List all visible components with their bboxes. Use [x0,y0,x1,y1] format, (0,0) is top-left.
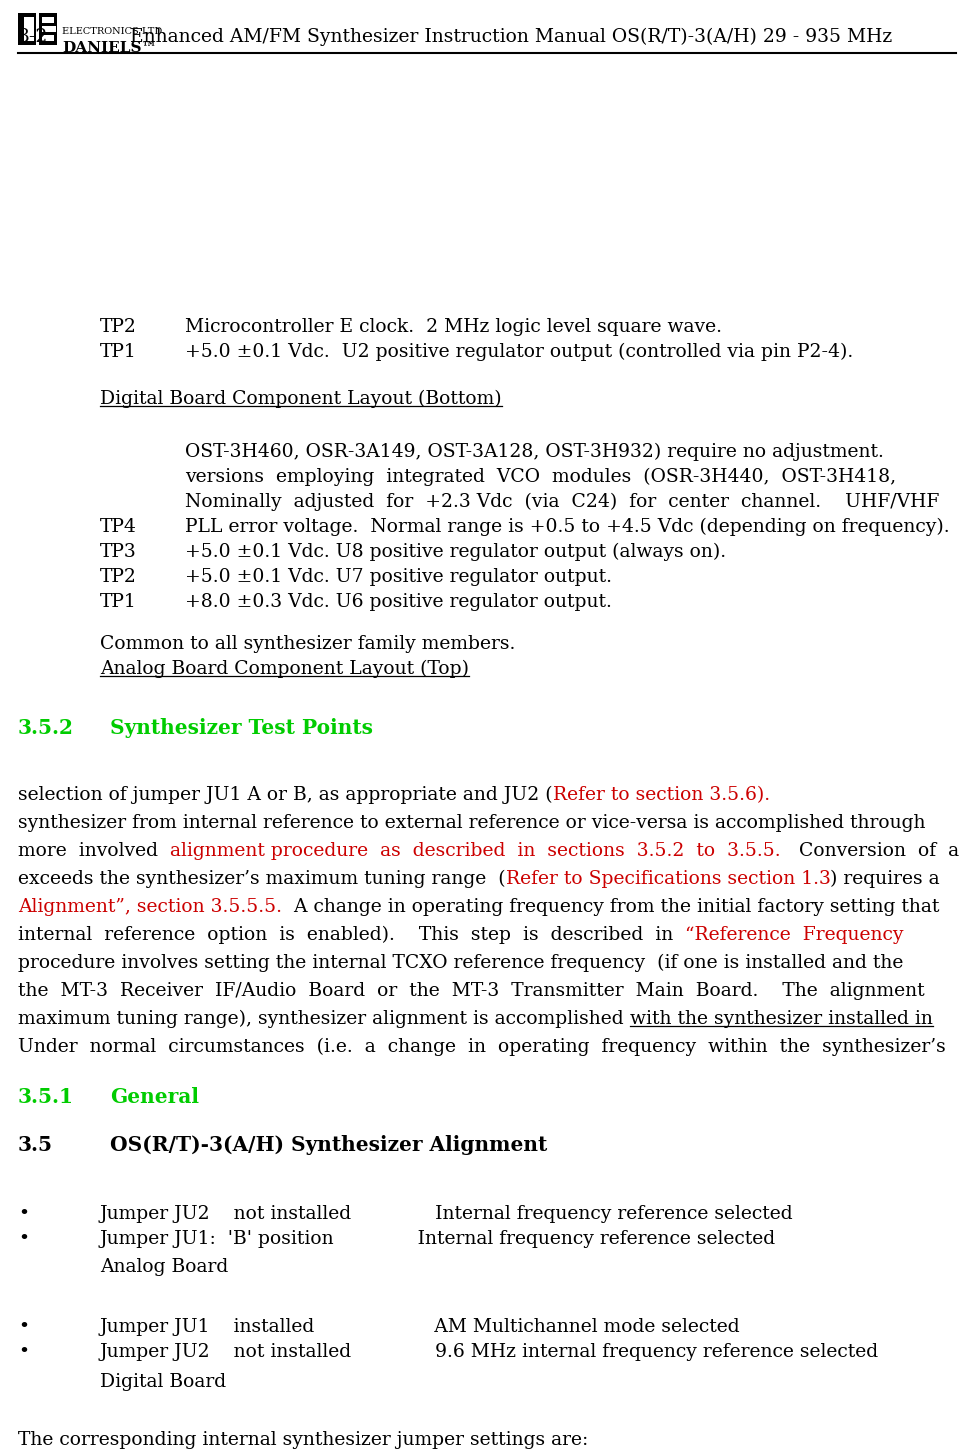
Bar [42,35,54,41]
Text: OS(R/T)-3(A/H) Synthesizer Alignment: OS(R/T)-3(A/H) Synthesizer Alignment [110,1135,547,1155]
Text: Refer to Specifications section 1.3: Refer to Specifications section 1.3 [506,870,831,888]
Text: PLL error voltage.  Normal range is +0.5 to +4.5 Vdc (depending on frequency).: PLL error voltage. Normal range is +0.5 … [185,519,950,536]
Text: TP2: TP2 [100,568,137,586]
Text: +5.0 ±0.1 Vdc. U8 positive regulator output (always on).: +5.0 ±0.1 Vdc. U8 positive regulator out… [185,543,727,561]
Text: Synthesizer Test Points: Synthesizer Test Points [110,718,373,738]
Text: The corresponding internal synthesizer jumper settings are:: The corresponding internal synthesizer j… [18,1431,588,1449]
Text: Analog Board: Analog Board [100,1258,228,1276]
Text: more  involved: more involved [18,841,170,860]
Text: Enhanced AM/FM Synthesizer Instruction Manual OS(R/T)-3(A/H) 29 - 935 MHz: Enhanced AM/FM Synthesizer Instruction M… [130,28,892,46]
Text: Digital Board Component Layout (Bottom): Digital Board Component Layout (Bottom) [100,389,502,408]
Text: +5.0 ±0.1 Vdc. U7 positive regulator output.: +5.0 ±0.1 Vdc. U7 positive regulator out… [185,568,612,586]
Text: “Reference  Frequency: “Reference Frequency [686,926,904,944]
Text: General: General [110,1087,199,1107]
Text: Conversion  of  a: Conversion of a [780,841,958,860]
Bar [42,17,54,23]
Text: 3.5.1: 3.5.1 [18,1087,74,1107]
Text: •: • [18,1231,29,1248]
Text: TP4: TP4 [100,519,137,536]
Text: Alignment”, section 3.5.5.5.: Alignment”, section 3.5.5.5. [18,898,282,915]
Text: Jumper JU2    not installed              Internal frequency reference selected: Jumper JU2 not installed Internal freque… [100,1205,794,1223]
Text: alignment procedure  as  described  in  sections  3.5.2  to  3.5.5.: alignment procedure as described in sect… [170,841,780,860]
Text: 3.5: 3.5 [18,1135,53,1155]
Text: Nominally  adjusted  for  +2.3 Vdc  (via  C24)  for  center  channel.    UHF/VHF: Nominally adjusted for +2.3 Vdc (via C24… [185,493,939,511]
Text: 3.5.2: 3.5.2 [18,718,74,738]
Text: synthesizer from internal reference to external reference or vice-versa is accom: synthesizer from internal reference to e… [18,814,925,833]
Bar [42,26,56,32]
Text: TP2: TP2 [100,318,137,336]
Text: OST-3H460, OSR-3A149, OST-3A128, OST-3H932) require no adjustment.: OST-3H460, OSR-3A149, OST-3A128, OST-3H9… [185,443,883,461]
Text: •: • [18,1318,29,1335]
Text: Jumper JU1:  'B' position              Internal frequency reference selected: Jumper JU1: 'B' position Internal freque… [100,1231,776,1248]
Text: Digital Board: Digital Board [100,1373,226,1391]
Text: •: • [18,1343,29,1361]
Text: versions  employing  integrated  VCO  modules  (OSR-3H440,  OST-3H418,: versions employing integrated VCO module… [185,468,896,487]
Text: DANIELS™: DANIELS™ [62,41,157,55]
Text: Refer to section 3.5.6).: Refer to section 3.5.6). [552,786,769,804]
Text: TP3: TP3 [100,543,136,561]
Text: A change in operating frequency from the initial factory setting that: A change in operating frequency from the… [282,898,939,915]
Text: ELECTRONICS LTD.: ELECTRONICS LTD. [62,28,165,36]
Text: 3-2: 3-2 [18,28,49,46]
Text: +8.0 ±0.3 Vdc. U6 positive regulator output.: +8.0 ±0.3 Vdc. U6 positive regulator out… [185,593,612,612]
Text: ) requires a: ) requires a [831,870,940,888]
Text: Common to all synthesizer family members.: Common to all synthesizer family members… [100,635,515,652]
Text: selection of jumper JU1 A or B, as appropriate and JU2 (: selection of jumper JU1 A or B, as appro… [18,786,552,805]
Bar [18,13,36,45]
Text: TP1: TP1 [100,343,136,360]
Text: internal  reference  option  is  enabled).    This  step  is  described  in: internal reference option is enabled). T… [18,926,686,944]
Text: with the synthesizer installed in: with the synthesizer installed in [629,1010,932,1029]
Text: Jumper JU2    not installed              9.6 MHz internal frequency reference se: Jumper JU2 not installed 9.6 MHz interna… [100,1343,880,1361]
Bar [39,13,57,45]
Text: Under  normal  circumstances  (i.e.  a  change  in  operating  frequency  within: Under normal circumstances (i.e. a chang… [18,1037,946,1056]
Text: Analog Board Component Layout (Top): Analog Board Component Layout (Top) [100,660,469,679]
Text: exceeds the synthesizer’s maximum tuning range  (: exceeds the synthesizer’s maximum tuning… [18,870,506,888]
Text: TP1: TP1 [100,593,136,612]
Text: maximum tuning range), synthesizer alignment is accomplished: maximum tuning range), synthesizer align… [18,1010,629,1029]
Text: the  MT-3  Receiver  IF/Audio  Board  or  the  MT-3  Transmitter  Main  Board.  : the MT-3 Receiver IF/Audio Board or the … [18,982,924,1000]
Bar [24,17,34,41]
Text: procedure involves setting the internal TCXO reference frequency  (if one is ins: procedure involves setting the internal … [18,955,903,972]
Text: +5.0 ±0.1 Vdc.  U2 positive regulator output (controlled via pin P2-4).: +5.0 ±0.1 Vdc. U2 positive regulator out… [185,343,853,362]
Text: Jumper JU1    installed                    AM Multichannel mode selected: Jumper JU1 installed AM Multichannel mod… [100,1318,740,1335]
Text: •: • [18,1205,29,1223]
Text: Microcontroller E clock.  2 MHz logic level square wave.: Microcontroller E clock. 2 MHz logic lev… [185,318,722,336]
